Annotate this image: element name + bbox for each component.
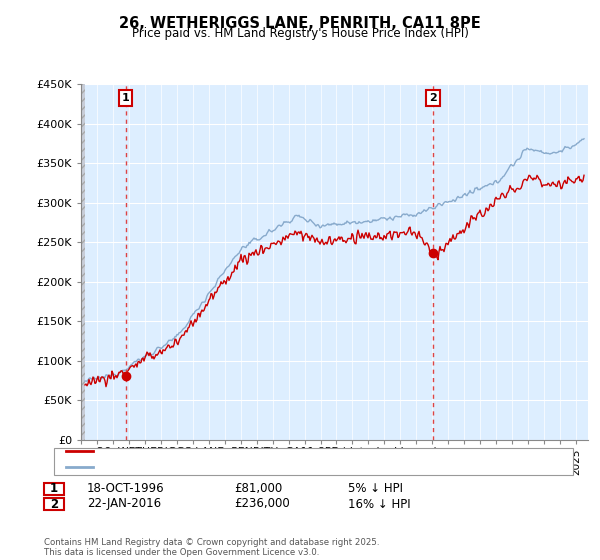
- Text: 26, WETHERIGGS LANE, PENRITH, CA11 8PE: 26, WETHERIGGS LANE, PENRITH, CA11 8PE: [119, 16, 481, 31]
- Bar: [81, 84, 85, 440]
- Text: 1: 1: [50, 482, 58, 496]
- Text: 5% ↓ HPI: 5% ↓ HPI: [348, 482, 403, 496]
- Text: 26, WETHERIGGS LANE, PENRITH, CA11 8PE (detached house): 26, WETHERIGGS LANE, PENRITH, CA11 8PE (…: [97, 446, 438, 456]
- Text: 2: 2: [50, 497, 58, 511]
- Text: Price paid vs. HM Land Registry's House Price Index (HPI): Price paid vs. HM Land Registry's House …: [131, 27, 469, 40]
- Text: 18-OCT-1996: 18-OCT-1996: [87, 482, 164, 496]
- Text: £236,000: £236,000: [234, 497, 290, 511]
- Text: £81,000: £81,000: [234, 482, 282, 496]
- Text: 2: 2: [429, 93, 437, 103]
- Text: 22-JAN-2016: 22-JAN-2016: [87, 497, 161, 511]
- Text: Contains HM Land Registry data © Crown copyright and database right 2025.
This d: Contains HM Land Registry data © Crown c…: [44, 538, 379, 557]
- Text: 1: 1: [122, 93, 130, 103]
- Text: HPI: Average price, detached house, Westmorland and Furness: HPI: Average price, detached house, West…: [97, 462, 441, 472]
- Text: 16% ↓ HPI: 16% ↓ HPI: [348, 497, 410, 511]
